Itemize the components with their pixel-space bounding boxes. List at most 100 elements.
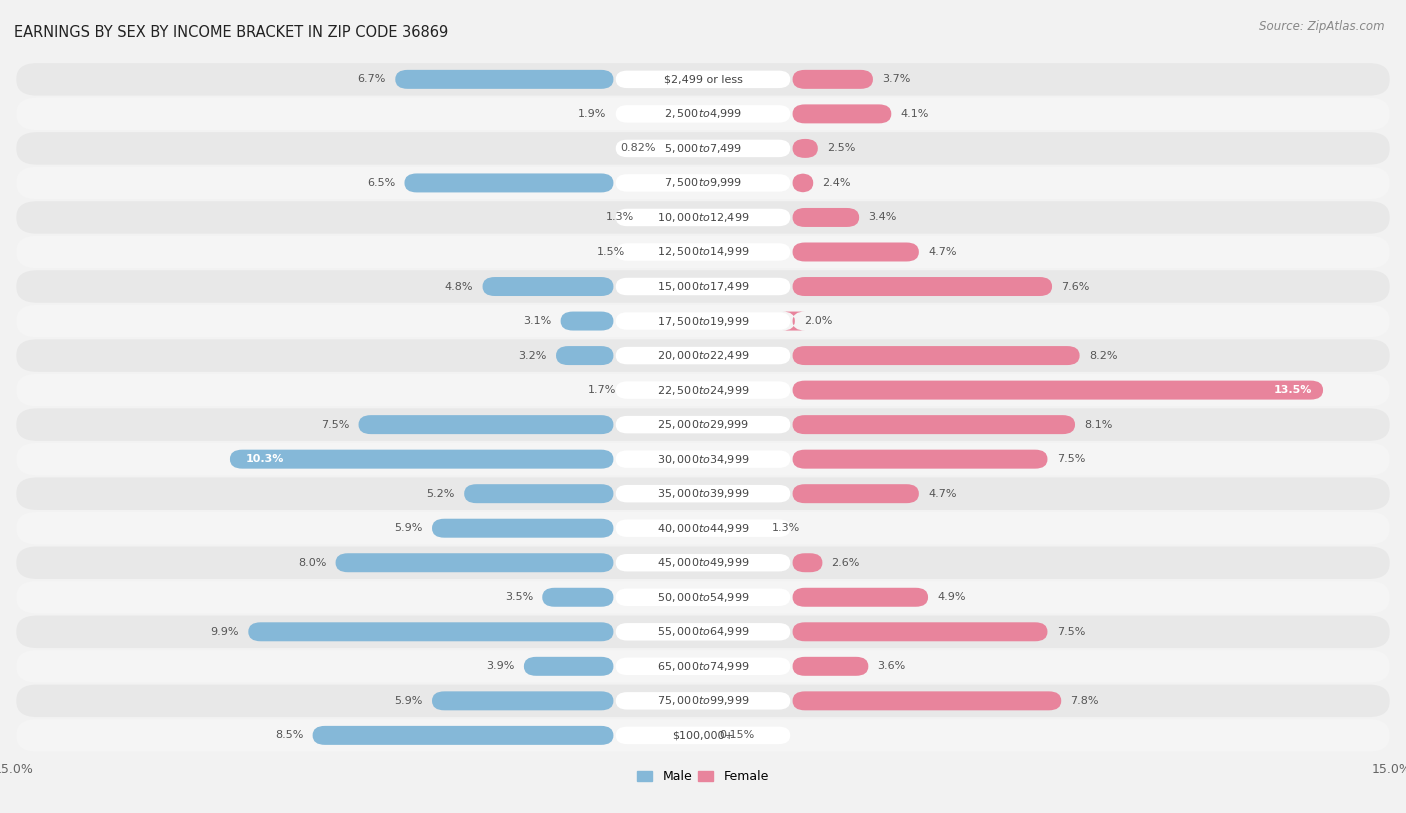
Text: $2,500 to $4,999: $2,500 to $4,999 [664, 107, 742, 120]
FancyBboxPatch shape [793, 173, 813, 193]
FancyBboxPatch shape [616, 278, 790, 295]
FancyBboxPatch shape [17, 685, 1389, 717]
Text: $12,500 to $14,999: $12,500 to $14,999 [657, 246, 749, 259]
Text: $15,000 to $17,499: $15,000 to $17,499 [657, 280, 749, 293]
Text: 2.0%: 2.0% [804, 316, 832, 326]
FancyBboxPatch shape [17, 202, 1389, 233]
FancyBboxPatch shape [793, 380, 1323, 400]
FancyBboxPatch shape [616, 347, 790, 364]
Text: 5.9%: 5.9% [395, 524, 423, 533]
FancyBboxPatch shape [793, 657, 869, 676]
Text: 7.8%: 7.8% [1070, 696, 1099, 706]
Text: 8.2%: 8.2% [1088, 350, 1118, 361]
Text: EARNINGS BY SEX BY INCOME BRACKET IN ZIP CODE 36869: EARNINGS BY SEX BY INCOME BRACKET IN ZIP… [14, 25, 449, 41]
FancyBboxPatch shape [17, 305, 1389, 337]
Text: 3.1%: 3.1% [523, 316, 551, 326]
FancyBboxPatch shape [17, 477, 1389, 510]
FancyBboxPatch shape [464, 485, 613, 503]
FancyBboxPatch shape [336, 553, 613, 572]
Text: 3.9%: 3.9% [486, 661, 515, 672]
Text: $75,000 to $99,999: $75,000 to $99,999 [657, 694, 749, 707]
FancyBboxPatch shape [17, 581, 1389, 614]
FancyBboxPatch shape [616, 209, 790, 226]
Text: 13.5%: 13.5% [1274, 385, 1312, 395]
FancyBboxPatch shape [616, 727, 790, 744]
FancyBboxPatch shape [17, 133, 1389, 165]
FancyBboxPatch shape [616, 312, 790, 330]
FancyBboxPatch shape [524, 657, 613, 676]
FancyBboxPatch shape [793, 553, 823, 572]
FancyBboxPatch shape [793, 485, 920, 503]
FancyBboxPatch shape [793, 139, 818, 158]
Text: $65,000 to $74,999: $65,000 to $74,999 [657, 660, 749, 673]
FancyBboxPatch shape [616, 623, 790, 641]
Text: 5.2%: 5.2% [426, 489, 456, 498]
FancyBboxPatch shape [395, 70, 613, 89]
Text: $50,000 to $54,999: $50,000 to $54,999 [657, 591, 749, 604]
FancyBboxPatch shape [783, 311, 806, 331]
FancyBboxPatch shape [793, 588, 928, 606]
FancyBboxPatch shape [17, 615, 1389, 648]
FancyBboxPatch shape [793, 277, 1052, 296]
FancyBboxPatch shape [543, 588, 613, 606]
Text: $10,000 to $12,499: $10,000 to $12,499 [657, 211, 749, 224]
Text: $22,500 to $24,999: $22,500 to $24,999 [657, 384, 749, 397]
Text: $35,000 to $39,999: $35,000 to $39,999 [657, 487, 749, 500]
FancyBboxPatch shape [793, 346, 1080, 365]
Text: 3.7%: 3.7% [882, 74, 911, 85]
FancyBboxPatch shape [793, 450, 1047, 468]
FancyBboxPatch shape [482, 277, 613, 296]
Text: Source: ZipAtlas.com: Source: ZipAtlas.com [1260, 20, 1385, 33]
Text: $5,000 to $7,499: $5,000 to $7,499 [664, 142, 742, 155]
FancyBboxPatch shape [17, 236, 1389, 268]
FancyBboxPatch shape [793, 242, 920, 262]
Text: 8.1%: 8.1% [1084, 420, 1112, 429]
Text: $7,500 to $9,999: $7,500 to $9,999 [664, 176, 742, 189]
FancyBboxPatch shape [616, 450, 790, 468]
Text: $45,000 to $49,999: $45,000 to $49,999 [657, 556, 749, 569]
Text: 4.8%: 4.8% [444, 281, 474, 292]
FancyBboxPatch shape [793, 208, 859, 227]
FancyBboxPatch shape [432, 519, 613, 537]
Text: 3.5%: 3.5% [505, 592, 533, 602]
FancyBboxPatch shape [312, 726, 613, 745]
Text: $25,000 to $29,999: $25,000 to $29,999 [657, 418, 749, 431]
Text: 3.6%: 3.6% [877, 661, 905, 672]
FancyBboxPatch shape [555, 346, 613, 365]
Text: 1.9%: 1.9% [578, 109, 606, 119]
FancyBboxPatch shape [616, 105, 790, 123]
Text: 2.6%: 2.6% [831, 558, 860, 567]
FancyBboxPatch shape [17, 167, 1389, 199]
Legend: Male, Female: Male, Female [633, 765, 773, 789]
FancyBboxPatch shape [793, 104, 891, 124]
Text: 4.7%: 4.7% [928, 247, 956, 257]
FancyBboxPatch shape [616, 71, 790, 88]
FancyBboxPatch shape [561, 311, 613, 331]
Text: 7.5%: 7.5% [1057, 454, 1085, 464]
FancyBboxPatch shape [17, 374, 1389, 406]
FancyBboxPatch shape [17, 339, 1389, 372]
Text: 2.4%: 2.4% [823, 178, 851, 188]
Text: 9.9%: 9.9% [211, 627, 239, 637]
Text: $20,000 to $22,499: $20,000 to $22,499 [657, 349, 749, 362]
FancyBboxPatch shape [616, 174, 790, 192]
FancyBboxPatch shape [17, 270, 1389, 302]
FancyBboxPatch shape [17, 720, 1389, 751]
Text: $30,000 to $34,999: $30,000 to $34,999 [657, 453, 749, 466]
FancyBboxPatch shape [432, 691, 613, 711]
FancyBboxPatch shape [793, 415, 1076, 434]
Text: $2,499 or less: $2,499 or less [664, 74, 742, 85]
FancyBboxPatch shape [616, 140, 790, 157]
Text: 4.9%: 4.9% [938, 592, 966, 602]
FancyBboxPatch shape [616, 658, 790, 675]
Text: 1.3%: 1.3% [606, 212, 634, 223]
Text: 3.2%: 3.2% [519, 350, 547, 361]
FancyBboxPatch shape [17, 650, 1389, 683]
FancyBboxPatch shape [616, 589, 790, 606]
FancyBboxPatch shape [616, 692, 790, 710]
Text: 7.5%: 7.5% [1057, 627, 1085, 637]
FancyBboxPatch shape [17, 443, 1389, 476]
Text: 2.5%: 2.5% [827, 143, 855, 154]
Text: $40,000 to $44,999: $40,000 to $44,999 [657, 522, 749, 535]
Text: 6.7%: 6.7% [357, 74, 387, 85]
